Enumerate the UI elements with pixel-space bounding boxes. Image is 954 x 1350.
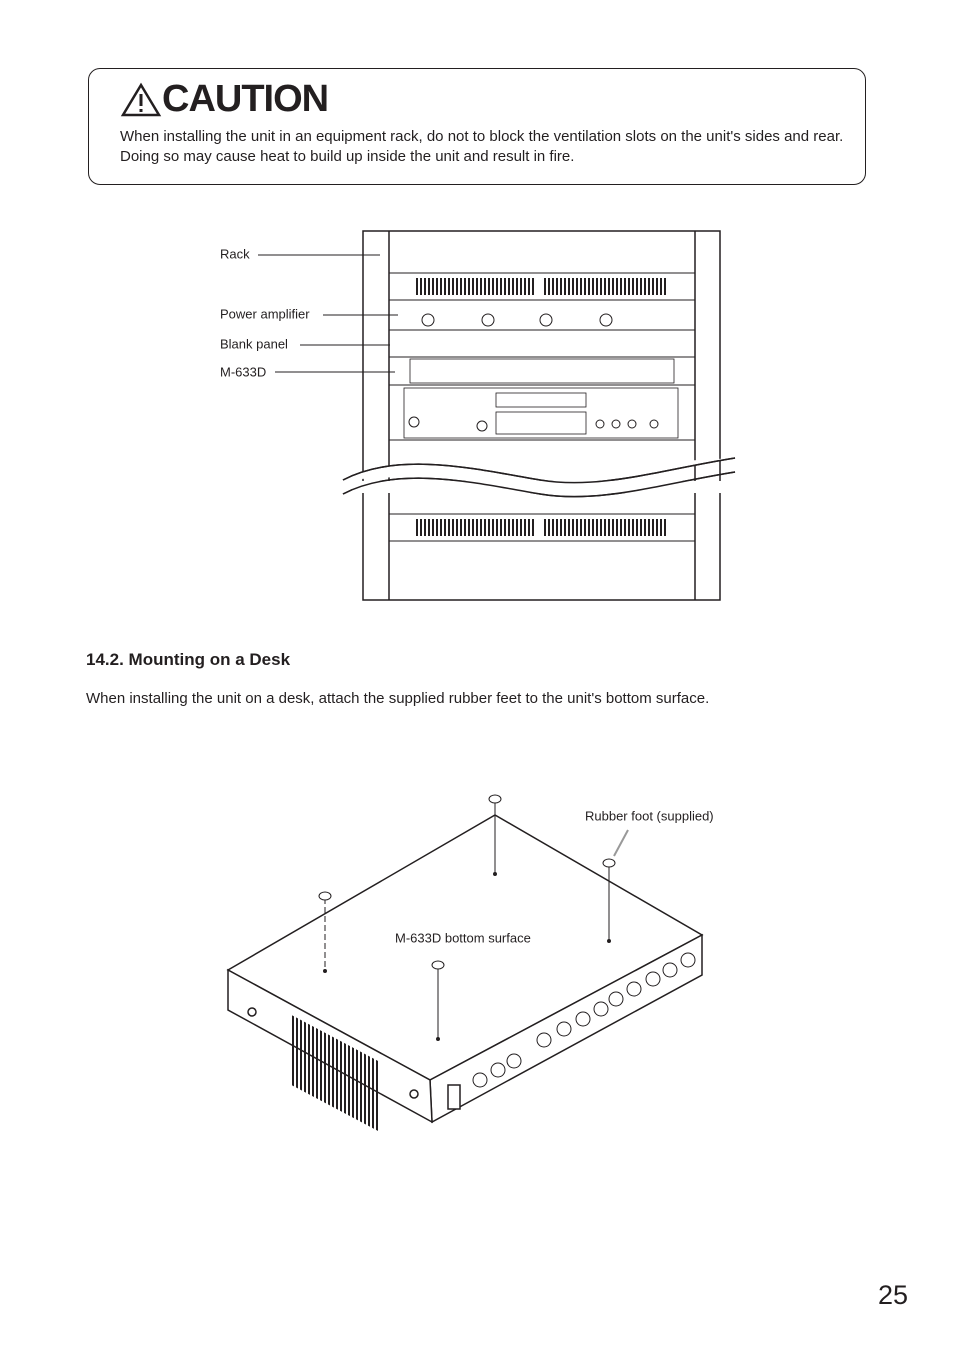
vents bbox=[416, 278, 668, 536]
caution-title: CAUTION bbox=[162, 78, 329, 120]
page-number: 25 bbox=[877, 1280, 908, 1310]
desk-vents bbox=[290, 1014, 380, 1133]
rack-drawing bbox=[342, 230, 736, 601]
warning-icon bbox=[120, 82, 162, 116]
rubber-feet bbox=[318, 794, 629, 1041]
desk-label: Rubber foot (supplied) bbox=[585, 808, 714, 823]
caution-heading: CAUTION bbox=[120, 78, 329, 121]
rack-label: Power amplifier bbox=[220, 306, 310, 321]
leader-lines bbox=[258, 254, 398, 373]
rack-label: Rack bbox=[220, 246, 250, 261]
desk-knobs bbox=[472, 952, 696, 1088]
break-lines bbox=[342, 457, 736, 498]
rack-label: Blank panel bbox=[220, 336, 288, 351]
section-text: When installing the unit on a desk, atta… bbox=[86, 690, 710, 707]
caution-text: When installing the unit in an equipment… bbox=[120, 128, 844, 165]
section-heading: 14.2. Mounting on a Desk bbox=[86, 650, 291, 669]
desk-label: M-633D bottom surface bbox=[395, 930, 531, 945]
caution-box bbox=[88, 68, 866, 185]
amp-knobs bbox=[408, 313, 659, 432]
rack-label: M-633D bbox=[220, 364, 266, 379]
